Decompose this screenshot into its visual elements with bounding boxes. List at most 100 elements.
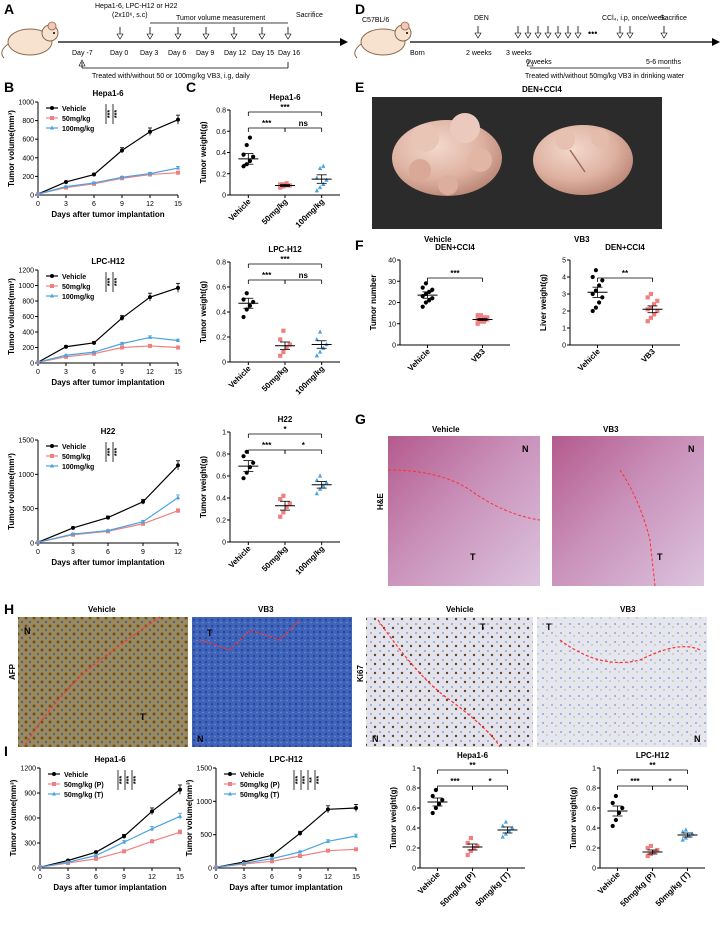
- y-tick-label: 0.2: [216, 335, 226, 342]
- legend-label: 50mg/kg: [62, 284, 90, 291]
- timeline-arrow: [574, 32, 582, 39]
- data-point: [648, 843, 653, 849]
- day-label: Day 12: [224, 50, 246, 57]
- chart-I4: LPC-H12 0 0.2 0.4 0.6 0.8 1 Tumor weight(g) Vehi…: [569, 751, 705, 908]
- data-point: [270, 859, 274, 864]
- panel-h-label-vb3: VB3: [620, 605, 636, 614]
- data-point: [284, 344, 289, 350]
- data-point: [472, 845, 477, 851]
- y-tick-label: 0.2: [216, 171, 226, 178]
- x-tick-label: 3: [64, 201, 68, 208]
- y-tick-label: 600: [24, 816, 36, 823]
- y-tick-label: 0.4: [216, 310, 226, 317]
- data-point: [122, 849, 126, 854]
- data-point: [597, 300, 602, 305]
- data-point: [278, 514, 283, 519]
- data-point: [298, 849, 302, 854]
- data-point: [465, 852, 470, 858]
- series-line: [37, 119, 179, 195]
- region-t: T: [546, 622, 552, 632]
- y-tick-label: 1000: [196, 799, 212, 806]
- data-point: [500, 834, 505, 839]
- y-tick-label: 0.8: [406, 786, 416, 793]
- timeline-arrow: [616, 32, 624, 39]
- significance-label: **: [309, 777, 316, 783]
- data-point: [281, 328, 286, 333]
- y-tick-label: 0: [30, 361, 34, 368]
- panel-a-measurement-label: Tumor volume measurement: [176, 15, 265, 22]
- significance-label: ns: [299, 119, 309, 128]
- panel-d-den: DEN: [474, 15, 489, 22]
- data-point: [284, 504, 289, 509]
- data-point: [610, 823, 615, 829]
- x-tick-label: 3: [64, 369, 68, 376]
- significance-label: ***: [450, 269, 460, 278]
- y-tick-label: 5: [562, 258, 566, 265]
- x-tick-label: 50mg/kg (P): [438, 870, 477, 909]
- y-tick-label: 1000: [18, 283, 34, 290]
- x-tick-label: 6: [94, 874, 98, 881]
- day-label: Day 3: [140, 50, 158, 57]
- data-point: [321, 483, 326, 488]
- y-tick-label: 400: [22, 330, 34, 337]
- chart-title: Hepa1-6: [94, 755, 126, 764]
- region-n: N: [694, 734, 701, 744]
- timeline-arrow: [202, 33, 210, 40]
- panel-letter-h: H: [4, 601, 14, 617]
- y-tick-label: 1: [592, 766, 596, 773]
- panel-letter-c: C: [186, 79, 196, 95]
- data-point: [281, 349, 286, 355]
- data-point: [120, 341, 124, 346]
- data-point: [645, 853, 650, 859]
- x-tick-label: 50mg/kg: [260, 544, 289, 573]
- data-point: [247, 135, 253, 140]
- chart-title: LPC-H12: [269, 755, 303, 764]
- x-tick-label: Vehicle: [576, 347, 602, 373]
- series-line: [39, 815, 181, 868]
- panel-a-treatment: Treated with/without 50 or 100mg/kg VB3,…: [92, 73, 250, 80]
- y-tick-label: 0.2: [406, 846, 416, 853]
- x-tick-label: 3: [71, 549, 75, 556]
- data-point: [317, 473, 323, 478]
- chart-C2: LPC-H12 0 0.2 0.4 0.6 0.8 Tumor weight(g) Vehic…: [199, 245, 340, 397]
- data-point: [281, 493, 286, 498]
- panel-a-cells: Hepa1-6, LPC-H12 or H22: [95, 3, 178, 10]
- data-point: [38, 864, 42, 869]
- x-tick-label: VB3: [640, 347, 658, 365]
- data-point: [420, 285, 425, 290]
- x-tick-label: Vehicle: [596, 870, 622, 896]
- legend-label: 50mg/kg (P): [240, 782, 280, 789]
- legend-label: Vehicle: [62, 274, 86, 281]
- region-n: N: [197, 734, 204, 744]
- data-point: [645, 295, 650, 300]
- data-point: [590, 274, 595, 280]
- chart-title: Hepa1-6: [92, 89, 124, 98]
- series-line: [39, 789, 181, 868]
- y-tick-label: 0: [392, 343, 396, 350]
- mouse-icon: [1, 21, 59, 59]
- x-tick-label: 6: [92, 369, 96, 376]
- data-point: [66, 859, 70, 864]
- data-point: [141, 519, 145, 524]
- y-tick-label: 1200: [18, 268, 34, 275]
- data-point: [148, 171, 152, 176]
- panel-letter-d: D: [355, 1, 365, 17]
- ki67-image-vehicle: [366, 617, 533, 747]
- region-t: T: [657, 552, 663, 562]
- data-point: [242, 860, 246, 865]
- data-point: [317, 486, 323, 491]
- data-point: [122, 834, 126, 839]
- data-point: [122, 839, 126, 844]
- region-n: N: [522, 444, 529, 454]
- y-tick-label: 0.4: [216, 150, 226, 157]
- y-tick-label: 0.8: [216, 452, 226, 459]
- timeline-arrow: [230, 33, 238, 40]
- panel-d-ccl4: CCl₄, i.p, once/week: [602, 15, 666, 22]
- chart-title: DEN+CCl4: [605, 243, 645, 252]
- data-point: [71, 531, 75, 536]
- x-tick-label: 50mg/kg (T): [474, 870, 512, 908]
- y-axis-label: Tumor volume(mm³): [7, 110, 16, 187]
- data-point: [214, 864, 218, 869]
- significance-label: ***: [630, 777, 640, 786]
- significance-label: ***: [262, 271, 272, 280]
